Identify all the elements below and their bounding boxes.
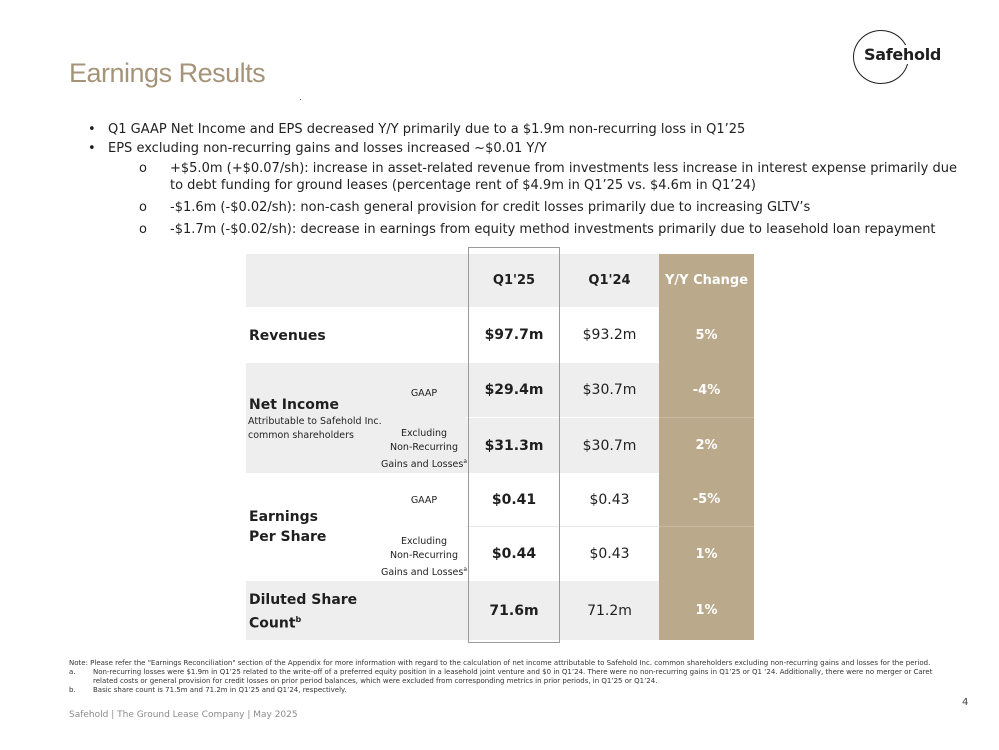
shares-label: Diluted Share Countb: [249, 590, 357, 634]
q125-highlight-box: [468, 247, 560, 643]
shares-label-line: Countb: [249, 610, 357, 634]
eps-gaap-q125: $0.41: [491, 491, 537, 508]
earnings-table: Q1'25 Q1'24 Y/Y Change Revenues $97.7m $…: [246, 247, 754, 643]
eps-label: Earnings Per Share: [249, 507, 326, 547]
net-income-band: [246, 363, 659, 473]
sub-bullet-text: +$5.0m (+$0.07/sh): increase in asset-re…: [170, 161, 957, 193]
excl-label-line: Excluding: [400, 428, 448, 439]
excl-label-line: Excluding: [400, 536, 448, 547]
revenues-q124: $93.2m: [582, 327, 637, 343]
sub-bullet-text: -$1.6m (-$0.02/sh): non-cash general pro…: [170, 200, 811, 215]
net-income-label: Net Income: [249, 397, 339, 413]
note-b: b. Basic share count is 71.5m and 71.2m …: [69, 686, 959, 695]
shares-label-line: Diluted Share: [249, 592, 358, 608]
bullet-item: EPS excluding non-recurring gains and lo…: [88, 140, 968, 157]
sub-bullet-marker: o: [139, 200, 147, 215]
excl-label-line: Non-Recurring: [390, 442, 458, 453]
page-number: 4: [962, 697, 969, 708]
revenues-q125: $97.7m: [484, 327, 544, 343]
excl-label-line: Gains and Lossesa: [369, 455, 479, 472]
net-income-excl-q125: $31.3m: [484, 437, 544, 454]
note-marker: b.: [69, 686, 76, 694]
eps-label-line: Earnings: [249, 509, 319, 525]
note-text: Non-recurring losses were $1.9m in Q1’25…: [93, 668, 933, 685]
net-income-excl-yy: 2%: [695, 438, 718, 453]
net-income-gaap-q124: $30.7m: [582, 382, 637, 398]
sub-bullet-marker: o: [139, 222, 147, 237]
excl-label-text: Gains and Losses: [380, 459, 464, 471]
footnotes: Note: Please refer the "Earnings Reconci…: [69, 659, 959, 695]
shares-q124: 71.2m: [587, 602, 632, 619]
excl-label-line: Non-Recurring: [390, 550, 458, 561]
excl-label-line: Gains and Lossesa: [369, 563, 479, 580]
net-income-gaap-yy: -4%: [692, 382, 721, 398]
footnote-marker: a: [463, 458, 468, 465]
header-q125: Q1'25: [492, 273, 536, 288]
yy-column: [659, 254, 754, 640]
bullet-list: Q1 GAAP Net Income and EPS decreased Y/Y…: [88, 121, 968, 243]
header-band: [246, 254, 659, 307]
stray-mark: [300, 99, 301, 100]
header-yy-change: Y/Y Change: [664, 273, 749, 288]
shares-label-text: Count: [249, 615, 296, 632]
bullet-item: Q1 GAAP Net Income and EPS decreased Y/Y…: [88, 121, 968, 138]
row-divider: [659, 526, 754, 527]
revenues-yy: 5%: [695, 327, 718, 343]
eps-excl-q124: $0.43: [589, 546, 630, 562]
row-divider: [466, 526, 659, 527]
sub-bullet-marker: o: [139, 161, 147, 176]
shares-q125: 71.6m: [489, 602, 539, 619]
sub-bullet-item: o -$1.6m (-$0.02/sh): non-cash general p…: [88, 199, 968, 216]
eps-label-line: Per Share: [249, 529, 327, 545]
note-text: Basic share count is 71.5m and 71.2m in …: [93, 686, 347, 694]
page-title: Earnings Results: [69, 58, 266, 88]
footnote-marker: a: [463, 566, 468, 573]
net-income-sublabel: Attributable to Safehold Inc. common sha…: [248, 416, 382, 441]
footer-text: Safehold | The Ground Lease Company | Ma…: [69, 710, 298, 720]
row-divider: [659, 417, 754, 418]
bullet-text: Q1 GAAP Net Income and EPS decreased Y/Y…: [108, 122, 746, 137]
shares-yy: 1%: [695, 603, 718, 618]
sub-bullet-item: o +$5.0m (+$0.07/sh): increase in asset-…: [88, 160, 968, 194]
header-q124: Q1'24: [588, 273, 631, 288]
eps-gaap-label: GAAP: [410, 495, 438, 506]
row-divider: [466, 417, 659, 418]
revenues-label: Revenues: [249, 328, 326, 344]
eps-excl-label: Excluding Non-Recurring Gains and Losses…: [369, 535, 479, 580]
net-income-gaap-label: GAAP: [410, 388, 438, 399]
note-a: a. Non-recurring losses were $1.9m in Q1…: [69, 668, 959, 686]
net-income-gaap-q125: $29.4m: [484, 382, 544, 398]
sub-bullet-item: o -$1.7m (-$0.02/sh): decrease in earnin…: [88, 221, 968, 238]
bullet-text: EPS excluding non-recurring gains and lo…: [108, 141, 547, 156]
footnote-marker: b: [295, 615, 302, 624]
shares-band: [246, 581, 659, 640]
note-marker: a.: [69, 668, 76, 676]
net-income-excl-q124: $30.7m: [582, 437, 637, 454]
sub-bullet-text: -$1.7m (-$0.02/sh): decrease in earnings…: [170, 222, 936, 237]
eps-gaap-q124: $0.43: [589, 491, 630, 508]
note-intro: Note: Please refer the "Earnings Reconci…: [69, 659, 931, 667]
eps-excl-yy: 1%: [695, 546, 718, 562]
net-income-excl-label: Excluding Non-Recurring Gains and Losses…: [369, 427, 479, 472]
eps-gaap-yy: -5%: [692, 492, 721, 507]
eps-excl-q125: $0.44: [491, 546, 537, 562]
excl-label-text: Gains and Losses: [380, 567, 464, 579]
logo-text: Safehold: [862, 45, 944, 64]
